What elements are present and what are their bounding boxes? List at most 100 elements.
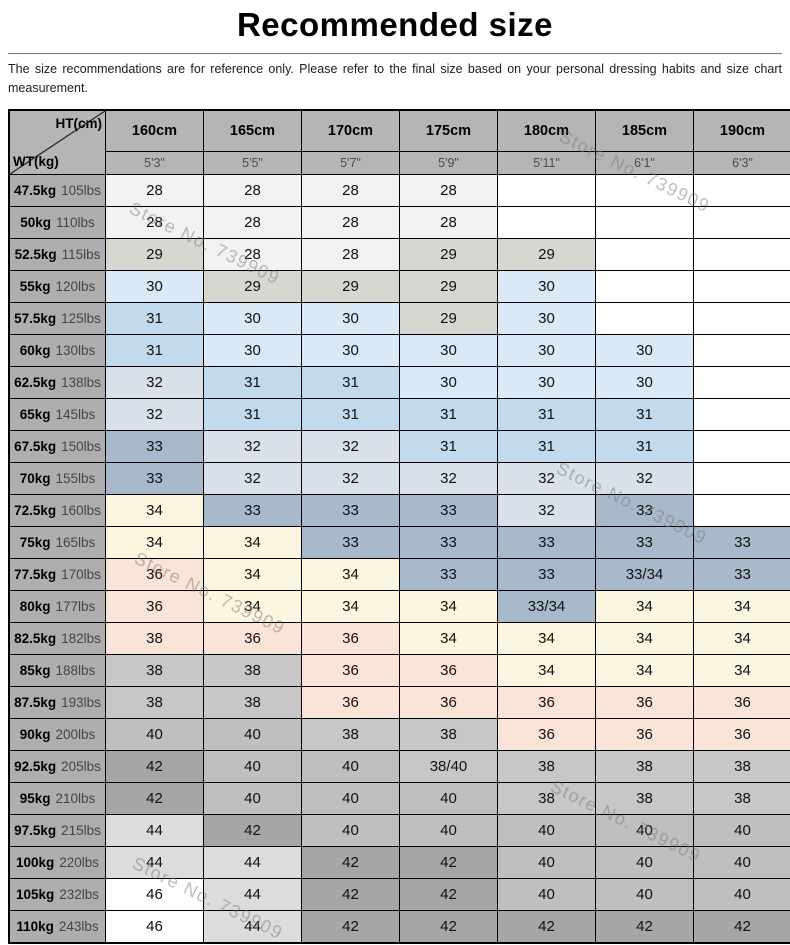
weight-kg-label: 70kg — [19, 471, 51, 487]
weight-label-cell: 110kg 243lbs — [8, 910, 106, 944]
size-value-cell: 40 — [595, 814, 694, 848]
size-value-cell: 33/34 — [595, 558, 694, 592]
size-value-cell: 28 — [203, 174, 302, 208]
weight-label-cell: 92.5kg 205lbs — [8, 750, 106, 784]
size-value-cell: 34 — [301, 558, 400, 592]
size-value-cell: 29 — [203, 270, 302, 304]
size-value-cell — [497, 206, 596, 240]
weight-lbs-label: 125lbs — [61, 311, 101, 327]
height-feet-cell: 5'7" — [301, 151, 400, 176]
weight-lbs-label: 115lbs — [61, 247, 101, 263]
size-value-cell: 29 — [399, 270, 498, 304]
weight-kg-label: 77.5kg — [14, 567, 57, 583]
weight-lbs-label: 120lbs — [55, 279, 96, 295]
weight-label-cell: 52.5kg 115lbs — [8, 238, 106, 272]
size-value-cell: 38 — [301, 718, 400, 752]
weight-kg-label: 55kg — [19, 279, 51, 295]
size-value-cell: 34 — [203, 590, 302, 624]
size-value-cell: 36 — [693, 686, 790, 720]
size-value-cell: 42 — [497, 910, 596, 944]
size-value-cell: 30 — [399, 334, 498, 368]
size-value-cell: 33 — [105, 430, 204, 464]
size-value-cell: 44 — [105, 846, 204, 880]
weight-lbs-label: 165lbs — [55, 535, 96, 551]
weight-label-cell: 47.5kg 105lbs — [8, 174, 106, 208]
height-header-cell: 175cm — [399, 109, 498, 153]
size-value-cell: 38 — [497, 782, 596, 816]
table-row: 47.5kg 105lbs 28 28 28 28 — [8, 174, 790, 208]
size-value-cell: 28 — [301, 174, 400, 208]
table-row: 95kg 210lbs 42 40 40 40 38 38 38 — [8, 782, 790, 816]
size-value-cell: 44 — [203, 910, 302, 944]
size-value-cell: 31 — [399, 398, 498, 432]
weight-lbs-label: 210lbs — [55, 791, 96, 807]
weight-lbs-label: 170lbs — [61, 567, 101, 583]
corner-weight-label: WT(kg) — [13, 154, 59, 170]
size-value-cell: 34 — [203, 526, 302, 560]
size-value-cell: 40 — [105, 718, 204, 752]
size-value-cell — [497, 174, 596, 208]
size-value-cell: 44 — [203, 846, 302, 880]
weight-kg-label: 75kg — [19, 535, 51, 551]
size-value-cell: 30 — [301, 334, 400, 368]
size-value-cell: 34 — [497, 622, 596, 656]
size-value-cell — [693, 174, 790, 208]
size-value-cell: 38 — [693, 782, 790, 816]
size-value-cell: 32 — [301, 430, 400, 464]
size-value-cell: 34 — [595, 654, 694, 688]
weight-lbs-label: 200lbs — [55, 727, 96, 743]
size-value-cell: 40 — [399, 782, 498, 816]
height-feet-cell: 6'3" — [693, 151, 790, 176]
weight-label-cell: 77.5kg 170lbs — [8, 558, 106, 592]
size-value-cell: 40 — [301, 782, 400, 816]
weight-label-cell: 95kg 210lbs — [8, 782, 106, 816]
size-value-cell: 29 — [497, 238, 596, 272]
height-header-cell: 160cm — [105, 109, 204, 153]
size-value-cell: 42 — [595, 910, 694, 944]
size-value-cell: 40 — [693, 846, 790, 880]
size-value-cell: 29 — [301, 270, 400, 304]
size-value-cell: 46 — [105, 910, 204, 944]
size-value-cell: 28 — [203, 206, 302, 240]
size-value-cell — [693, 462, 790, 496]
size-value-cell: 36 — [105, 590, 204, 624]
table-row: 70kg 155lbs 33 32 32 32 32 32 — [8, 462, 790, 496]
weight-label-cell: 80kg 177lbs — [8, 590, 106, 624]
table-row: 100kg 220lbs 44 44 42 42 40 40 40 — [8, 846, 790, 880]
size-value-cell: 36 — [301, 686, 400, 720]
size-value-cell: 34 — [399, 590, 498, 624]
size-value-cell: 34 — [105, 494, 204, 528]
size-value-cell: 40 — [497, 878, 596, 912]
size-value-cell: 34 — [693, 654, 790, 688]
size-value-cell: 38 — [105, 686, 204, 720]
size-value-cell: 42 — [301, 846, 400, 880]
weight-lbs-label: 110lbs — [56, 215, 95, 231]
size-value-cell: 32 — [105, 398, 204, 432]
size-value-cell: 36 — [595, 686, 694, 720]
table-row: 82.5kg 182lbs 38 36 36 34 34 34 34 — [8, 622, 790, 656]
size-value-cell: 30 — [399, 366, 498, 400]
height-ft-header-row: 5'3" 5'5" 5'7" 5'9" 5'11" 6'1" 6'3" — [9, 151, 790, 176]
table-corner-cell: HT(cm) WT(kg) — [8, 109, 106, 176]
size-value-cell — [595, 302, 694, 336]
size-value-cell: 40 — [203, 782, 302, 816]
size-value-cell: 32 — [497, 462, 596, 496]
weight-label-cell: 105kg 232lbs — [8, 878, 106, 912]
height-header-cell: 180cm — [497, 109, 596, 153]
size-value-cell: 28 — [105, 206, 204, 240]
weight-lbs-label: 215lbs — [61, 823, 101, 839]
size-value-cell: 33 — [595, 526, 694, 560]
size-value-cell: 30 — [203, 302, 302, 336]
size-value-cell: 34 — [595, 622, 694, 656]
size-value-cell: 28 — [399, 174, 498, 208]
height-cm-header-row: HT(cm) WT(kg) 160cm 165cm 170cm 175cm 180cm 1… — [8, 109, 790, 176]
size-value-cell: 34 — [693, 622, 790, 656]
weight-lbs-label: 145lbs — [55, 407, 96, 423]
size-value-cell: 42 — [105, 782, 204, 816]
size-value-cell: 34 — [595, 590, 694, 624]
size-value-cell: 32 — [203, 430, 302, 464]
size-value-cell: 30 — [595, 334, 694, 368]
size-value-cell: 40 — [497, 814, 596, 848]
weight-kg-label: 90kg — [19, 727, 51, 743]
size-value-cell: 34 — [301, 590, 400, 624]
